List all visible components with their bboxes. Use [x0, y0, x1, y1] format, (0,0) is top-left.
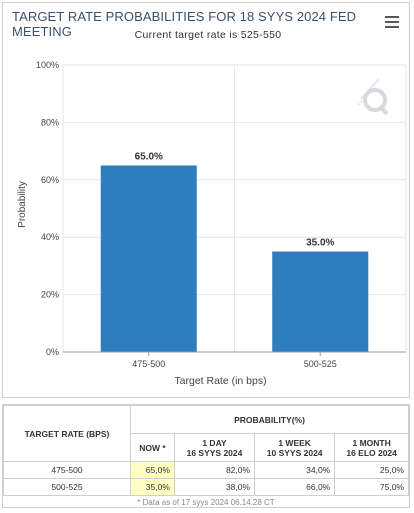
- bar-chart: 65.0% 35.0% 0% 20% 40% 60% 80% 100% 475-500 500-…: [17, 60, 407, 387]
- now-cell: 65,0%: [130, 461, 175, 479]
- y-axis-title: Probability: [17, 181, 28, 228]
- value-cell: 34,0%: [254, 461, 336, 479]
- x-axis-title: Target Rate (in bps): [174, 375, 266, 387]
- value-cell: 38,0%: [173, 478, 256, 496]
- value-cell: 66,0%: [254, 478, 336, 496]
- rate-cell: 500-525: [3, 478, 131, 496]
- header-1week: 1 WEEK 10 SYYS 2024: [254, 433, 336, 462]
- y-tick-label: 80%: [41, 117, 59, 127]
- y-tick-label: 20%: [41, 290, 59, 300]
- hamburger-menu-icon[interactable]: [385, 16, 399, 28]
- header-1day: 1 DAY 16 SYYS 2024: [173, 433, 256, 462]
- probability-table: TARGET RATE (BPS) PROBABILITY(%) NOW * 1…: [3, 405, 409, 496]
- data-timestamp-note: * Data as of 17 syys 2024 06.14.28 CT: [137, 498, 275, 507]
- chart-panel: TARGET RATE PROBABILITIES FOR 18 SYYS 20…: [2, 2, 410, 398]
- header-target-rate: TARGET RATE (BPS): [3, 405, 131, 462]
- bar[interactable]: [272, 251, 369, 352]
- table-row: 500-525 35,0% 38,0% 66,0% 75,0%: [3, 478, 409, 496]
- bar[interactable]: [100, 165, 197, 352]
- rate-cell: 475-500: [3, 461, 131, 479]
- value-cell: 25,0%: [334, 461, 409, 479]
- value-cell: 82,0%: [173, 461, 256, 479]
- chart-title: TARGET RATE PROBABILITIES FOR 18 SYYS 20…: [12, 9, 357, 39]
- y-tick-label: 0%: [46, 347, 59, 357]
- probability-table-panel: TARGET RATE (BPS) PROBABILITY(%) NOW * 1…: [2, 404, 410, 508]
- x-tick-label: 500-525: [304, 359, 337, 369]
- header-1month: 1 MONTH 16 ELO 2024: [334, 433, 409, 462]
- y-tick-label: 40%: [41, 232, 59, 242]
- now-cell: 35,0%: [130, 478, 175, 496]
- data-label: 35.0%: [306, 238, 334, 249]
- axes: 0% 20% 40% 60% 80% 100% 475-500 500-525 Target R…: [17, 60, 406, 387]
- bars: 65.0% 35.0%: [100, 151, 369, 352]
- table-row: 475-500 65,0% 82,0% 34,0% 25,0%: [3, 461, 409, 479]
- chart-subtitle: Current target rate is 525-550: [134, 29, 282, 41]
- x-tick-label: 475-500: [132, 359, 165, 369]
- watermark-logo: [357, 78, 389, 116]
- data-label: 65.0%: [135, 151, 163, 162]
- header-probability: PROBABILITY(%): [130, 405, 409, 434]
- value-cell: 75,0%: [334, 478, 409, 496]
- y-tick-label: 100%: [36, 60, 59, 70]
- y-tick-label: 60%: [41, 175, 59, 185]
- header-now: NOW *: [130, 433, 175, 462]
